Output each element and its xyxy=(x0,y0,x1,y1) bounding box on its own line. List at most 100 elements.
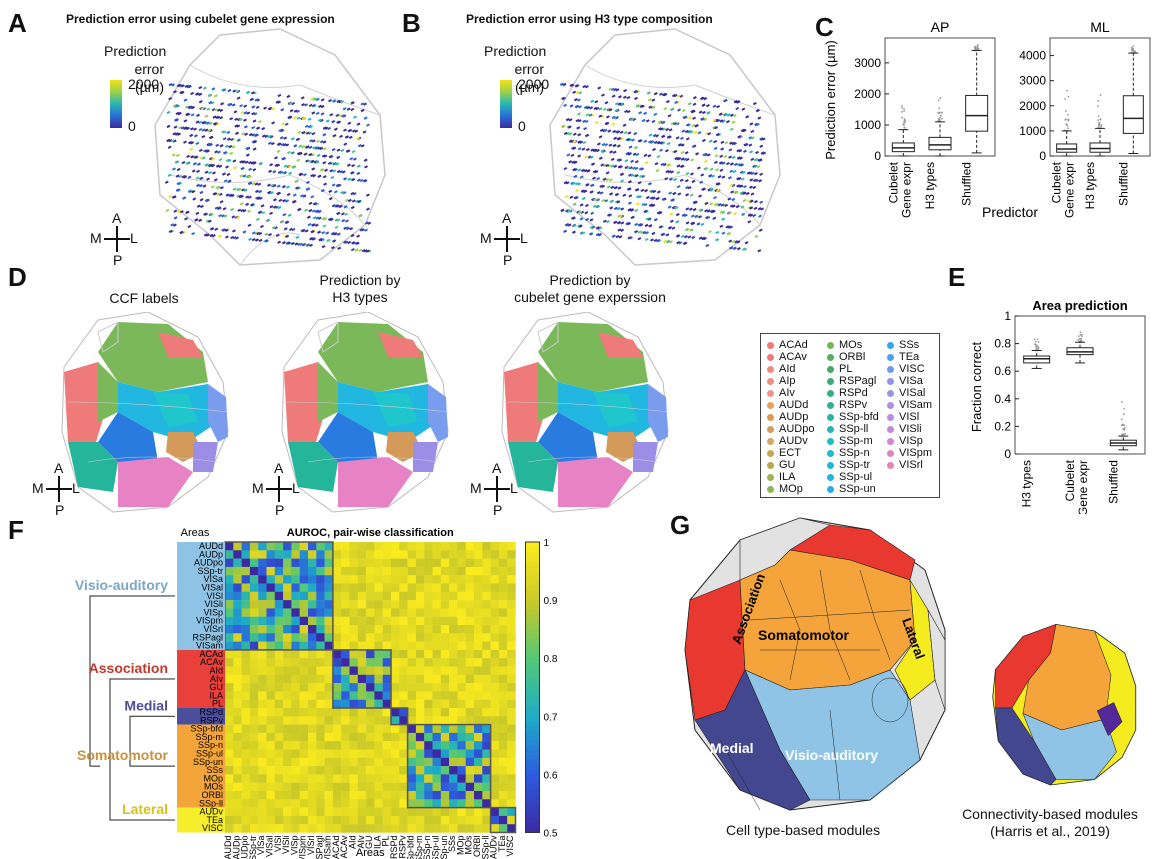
panel-f-heatmap: AUDdAUDdAUDpAUDpAUDpoAUDpoSSp-trSSp-trVI… xyxy=(10,520,570,859)
legend-item: VISC xyxy=(887,363,925,375)
legend-swatch xyxy=(827,342,834,349)
compass-lateral: L xyxy=(292,480,300,496)
panel-g-right-caption: Connectivity-based modules (Harris et al… xyxy=(950,806,1150,840)
legend-item: VISa xyxy=(887,375,923,387)
legend-item: SSs xyxy=(887,339,919,351)
legend-swatch xyxy=(887,366,894,373)
y-tick-label: 0.6 xyxy=(994,364,1011,378)
group-label: Somatomotor xyxy=(77,747,169,763)
legend-label: ACAd xyxy=(779,339,808,351)
legend-label: ECT xyxy=(779,447,801,459)
box-0 xyxy=(1057,90,1077,156)
group-label: Association xyxy=(89,660,168,676)
box-1 xyxy=(929,97,951,156)
legend-item: VISrl xyxy=(887,459,923,471)
legend-item: SSp-tr xyxy=(827,459,870,471)
row-label: VISC xyxy=(202,823,224,833)
panel-d-title-h3: Prediction by H3 types xyxy=(300,272,420,306)
legend-label: AUDv xyxy=(779,435,808,447)
group-label: Visio-auditory xyxy=(75,577,168,593)
legend-swatch xyxy=(827,426,834,433)
panel-d-title-ccf: CCF labels xyxy=(84,290,204,306)
panel-b-flatmap xyxy=(545,25,785,275)
y-tick-label: 2000 xyxy=(854,87,881,101)
compass-anterior: A xyxy=(502,210,511,226)
legend-label: VISp xyxy=(899,435,923,447)
box-2 xyxy=(1110,401,1136,450)
panel-a-colorbar xyxy=(110,80,122,128)
legend-label: RSPd xyxy=(839,387,868,399)
legend-item: ILA xyxy=(767,471,796,483)
legend-item: AUDpo xyxy=(767,423,814,435)
y-axis-label: Fraction correct xyxy=(969,341,984,432)
panel-b-title: Prediction error using H3 type compositi… xyxy=(466,12,713,26)
legend-swatch xyxy=(827,354,834,361)
y-tick-label: 3000 xyxy=(1019,74,1046,88)
legend-swatch xyxy=(827,390,834,397)
cell-type-module-map xyxy=(685,518,945,810)
title-line2: H3 types xyxy=(300,289,420,306)
legend-label: VISrl xyxy=(899,459,923,471)
connectivity-module-map xyxy=(993,624,1136,785)
legend-label: ACAv xyxy=(779,351,807,363)
legend-swatch xyxy=(767,450,774,457)
legend-swatch xyxy=(827,402,834,409)
compass-posterior: P xyxy=(55,502,64,518)
panel-c-boxplots: 0100020003000APCubelet Gene expr H3 types S… xyxy=(815,10,1155,225)
cbar-label-line1: Prediction xyxy=(484,42,544,60)
y-tick-label: 0.2 xyxy=(994,419,1011,433)
compass-b: A M L P xyxy=(478,210,538,270)
caption-line2: (Harris et al., 2019) xyxy=(950,823,1150,840)
legend-label: AUDpo xyxy=(779,423,814,435)
panel-a-title: Prediction error using cubelet gene expr… xyxy=(66,12,335,26)
legend-swatch xyxy=(887,450,894,457)
panel-letter-a: A xyxy=(8,8,27,39)
compass-medial: M xyxy=(480,230,492,246)
legend-swatch xyxy=(887,402,894,409)
legend-label: SSp-ul xyxy=(839,471,872,483)
legend-label: AIv xyxy=(779,387,795,399)
legend-swatch xyxy=(767,414,774,421)
compass-lateral: L xyxy=(520,230,528,246)
legend-label: MOp xyxy=(779,483,803,495)
legend-swatch xyxy=(887,426,894,433)
legend-swatch xyxy=(887,462,894,469)
legend-item: VISal xyxy=(887,387,925,399)
legend-label: VISal xyxy=(899,387,925,399)
x-category-label: H3 types xyxy=(923,162,937,209)
legend-label: PL xyxy=(839,363,852,375)
legend-item: MOp xyxy=(767,483,803,495)
title-line1: Prediction by xyxy=(300,272,420,289)
compass-posterior: P xyxy=(493,502,502,518)
legend-item: AUDd xyxy=(767,399,808,411)
compass-a: A M L P xyxy=(88,210,148,270)
y-tick-label: 4000 xyxy=(1019,49,1046,63)
compass-anterior: A xyxy=(274,460,283,476)
y-tick-label: 2000 xyxy=(1019,99,1046,113)
legend-swatch xyxy=(827,438,834,445)
group-label: Lateral xyxy=(122,801,168,817)
legend-item: TEa xyxy=(887,351,919,363)
legend-label: SSp-m xyxy=(839,435,873,447)
legend-label: VISC xyxy=(899,363,925,375)
panel-letter-d: D xyxy=(8,262,27,293)
compass-d3: A M L P xyxy=(468,460,528,520)
legend-item: SSp-ul xyxy=(827,471,872,483)
colorbar-tick-label: 0.6 xyxy=(544,770,558,781)
column-label: VISC xyxy=(505,835,515,857)
legend-label: ILA xyxy=(779,471,796,483)
panel-g-left-caption: Cell type-based modules xyxy=(726,822,880,838)
heatmap-cells xyxy=(225,542,516,833)
legend-item: ACAd xyxy=(767,339,808,351)
legend-swatch xyxy=(887,342,894,349)
y-tick-label: 0 xyxy=(1004,447,1011,461)
legend-label: VISli xyxy=(899,423,922,435)
legend-label: VISa xyxy=(899,375,923,387)
compass-anterior: A xyxy=(492,460,501,476)
legend-label: GU xyxy=(779,459,796,471)
legend-item: MOs xyxy=(827,339,862,351)
legend-item: ACAv xyxy=(767,351,807,363)
legend-label: RSPv xyxy=(839,399,867,411)
plot-title: AP xyxy=(931,19,950,35)
panel-a-flatmap xyxy=(150,25,390,275)
